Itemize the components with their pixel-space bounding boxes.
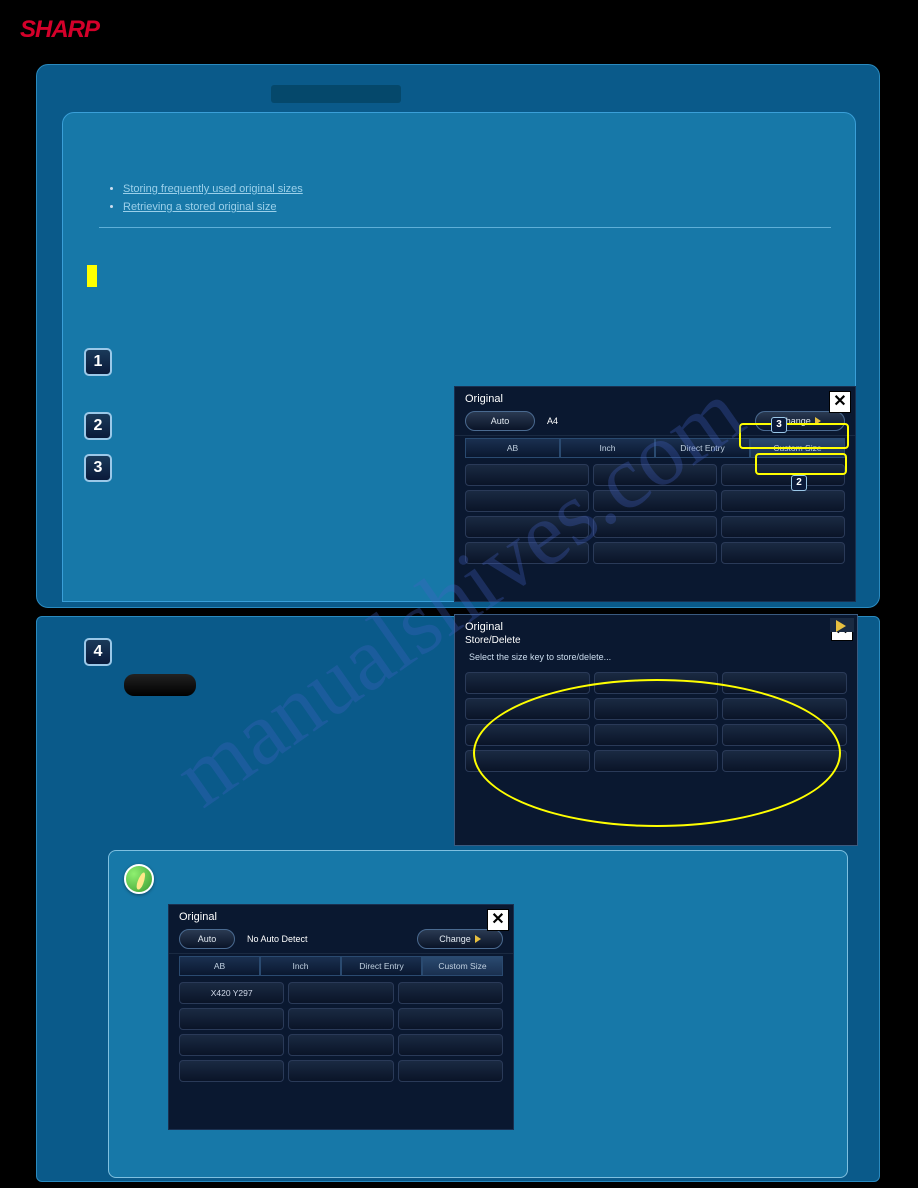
grid-cell[interactable]	[179, 1034, 284, 1056]
grid-cell[interactable]	[722, 750, 847, 772]
size-label: No Auto Detect	[247, 934, 308, 944]
grid-cell[interactable]	[721, 490, 845, 512]
tab-row: AB Inch Direct Entry Custom Size	[455, 435, 855, 458]
callout-2: 2	[791, 475, 807, 491]
tab-direct-entry[interactable]: Direct Entry	[655, 438, 750, 458]
step-number-1: 1	[84, 348, 112, 376]
change-button[interactable]: Change	[755, 411, 845, 431]
grid-cell[interactable]	[398, 982, 503, 1004]
step4-label-box	[124, 674, 196, 696]
tab-ab[interactable]: AB	[179, 956, 260, 976]
callout-3: 3	[771, 417, 787, 433]
grid-cell[interactable]	[594, 698, 719, 720]
grid-cell[interactable]	[594, 724, 719, 746]
dialog-title: Original	[455, 615, 857, 635]
grid-cell[interactable]	[722, 698, 847, 720]
toc-link-store[interactable]: Storing frequently used original sizes	[123, 183, 303, 195]
toc-link-retrieve[interactable]: Retrieving a stored original size	[123, 201, 276, 213]
dialog-subtitle: Store/Delete	[455, 635, 857, 650]
section-marker	[87, 265, 97, 287]
dialog-title: Original	[169, 905, 513, 925]
tab-inch[interactable]: Inch	[260, 956, 341, 976]
step-number-3: 3	[84, 454, 112, 482]
dialog-hint: Select the size key to store/delete...	[455, 650, 857, 668]
auto-button[interactable]: Auto	[179, 929, 235, 949]
grid-cell[interactable]	[722, 672, 847, 694]
tip-icon	[124, 864, 154, 894]
grid-cell[interactable]	[721, 464, 845, 486]
grid-cell[interactable]	[288, 1060, 393, 1082]
original-dialog-3: Original ✕ Auto No Auto Detect Change AB…	[168, 904, 514, 1130]
change-label: Change	[439, 930, 471, 948]
grid-cell[interactable]	[721, 516, 845, 538]
tab-ab[interactable]: AB	[465, 438, 560, 458]
grid-cell[interactable]	[465, 490, 589, 512]
grid-cell[interactable]	[398, 1060, 503, 1082]
grid-cell[interactable]	[398, 1008, 503, 1030]
grid-cell[interactable]	[593, 490, 717, 512]
divider	[99, 227, 831, 228]
tab-custom-size[interactable]: Custom Size	[422, 956, 503, 976]
grid-cell[interactable]	[593, 516, 717, 538]
brand-logo: SHARP	[20, 16, 99, 44]
content-area: Storing frequently used original sizes R…	[99, 137, 831, 238]
size-label: A4	[547, 416, 558, 426]
original-dialog-1: Original ✕ Auto A4 Change AB Inch Direct…	[454, 386, 856, 602]
grid-cell[interactable]	[465, 750, 590, 772]
list-item: Storing frequently used original sizes	[123, 183, 831, 195]
step-number-4: 4	[84, 638, 112, 666]
grid-cell[interactable]	[594, 672, 719, 694]
dialog-toolbar: Auto No Auto Detect Change	[169, 925, 513, 953]
grid-cell[interactable]	[465, 724, 590, 746]
close-icon[interactable]: ✕	[829, 391, 851, 413]
toc-list: Storing frequently used original sizes R…	[123, 183, 831, 213]
grid-cell[interactable]	[288, 1008, 393, 1030]
grid-cell[interactable]	[593, 464, 717, 486]
header-box	[271, 85, 401, 103]
dialog-title: Original	[455, 387, 855, 407]
grid-cell[interactable]	[465, 698, 590, 720]
tab-direct-entry[interactable]: Direct Entry	[341, 956, 422, 976]
grid-cell[interactable]	[465, 516, 589, 538]
list-item: Retrieving a stored original size	[123, 201, 831, 213]
grid-cell[interactable]	[288, 1034, 393, 1056]
grid-cell[interactable]	[179, 1008, 284, 1030]
grid-cell[interactable]	[594, 750, 719, 772]
store-delete-dialog: Original Store/Delete ✕ Select the size …	[454, 614, 858, 846]
grid-cell[interactable]	[179, 1060, 284, 1082]
return-arrow-icon	[836, 620, 846, 632]
close-icon[interactable]: ✕	[487, 909, 509, 931]
tab-custom-size[interactable]: Custom Size	[750, 438, 845, 458]
grid-cell[interactable]	[465, 542, 589, 564]
auto-button[interactable]: Auto	[465, 411, 535, 431]
grid-cell[interactable]	[398, 1034, 503, 1056]
dialog-toolbar: Auto A4 Change	[455, 407, 855, 435]
grid-cell[interactable]	[465, 672, 590, 694]
grid-cell[interactable]	[593, 542, 717, 564]
size-grid: X420 Y297	[169, 976, 513, 1092]
grid-cell[interactable]	[288, 982, 393, 1004]
grid-cell[interactable]	[721, 542, 845, 564]
grid-cell[interactable]	[465, 464, 589, 486]
grid-cell[interactable]	[722, 724, 847, 746]
tab-inch[interactable]: Inch	[560, 438, 655, 458]
size-grid	[455, 668, 857, 782]
arrow-right-icon	[475, 935, 481, 943]
step-number-2: 2	[84, 412, 112, 440]
arrow-right-icon	[815, 417, 821, 425]
grid-cell-stored[interactable]: X420 Y297	[179, 982, 284, 1004]
tab-row: AB Inch Direct Entry Custom Size	[169, 953, 513, 976]
change-button[interactable]: Change	[417, 929, 503, 949]
